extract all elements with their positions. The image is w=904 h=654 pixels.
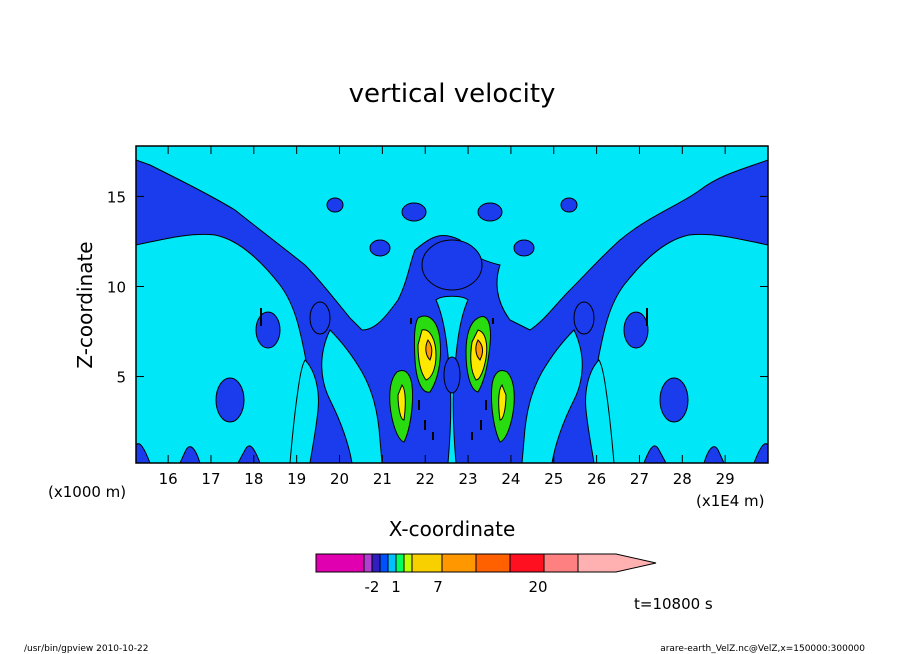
x-axis-label: X-coordinate — [389, 517, 516, 541]
colorbar-segment — [315, 553, 365, 573]
x-unit-right: (x1E4 m) — [696, 492, 765, 510]
y-tick-label: 15 — [107, 188, 126, 206]
colorbar-label: 7 — [433, 578, 443, 596]
x-tick-label: 17 — [201, 470, 220, 488]
y-tick-label: 5 — [116, 369, 126, 387]
negative-speckles — [260, 308, 648, 440]
x-tick-label: 22 — [416, 470, 435, 488]
x-tick-label: 16 — [159, 470, 178, 488]
colorbar-segment — [403, 553, 413, 573]
colorbar-segment — [395, 553, 405, 573]
colorbar-segment — [379, 553, 389, 573]
colorbar-segment — [475, 553, 511, 573]
y-tick-label: 10 — [107, 278, 126, 296]
x-axis: 16 17 18 19 20 21 22 23 24 25 26 27 28 29 — [159, 146, 735, 488]
colorbar-segment — [441, 553, 477, 573]
x-tick-label: 24 — [501, 470, 520, 488]
chart-title: vertical velocity — [349, 79, 556, 109]
x-tick-label: 28 — [673, 470, 692, 488]
x-tick-label: 26 — [587, 470, 606, 488]
colorbar-extend-max — [577, 553, 657, 573]
colorbar-segment — [543, 553, 579, 573]
x-tick-label: 27 — [630, 470, 649, 488]
colorbar-segment — [371, 553, 381, 573]
colorbar-label: -2 — [365, 578, 380, 596]
footer-left: /usr/bin/gpview 2010-10-22 — [24, 644, 148, 654]
x-tick-label: 20 — [330, 470, 349, 488]
footer-right: arare-earth_VelZ.nc@VelZ,x=150000:300000 — [660, 644, 865, 654]
colorbar-segment — [509, 553, 545, 573]
plot-frame — [135, 145, 769, 464]
y-axis-label: Z-coordinate — [73, 241, 97, 368]
colorbar — [315, 553, 657, 573]
colorbar-segment — [363, 553, 373, 573]
blue-islands — [215, 197, 689, 423]
plot-area — [135, 145, 769, 464]
x-tick-label: 19 — [287, 470, 306, 488]
time-label: t=10800 s — [634, 595, 713, 613]
x-tick-label: 29 — [716, 470, 735, 488]
x-unit-left: (x1000 m) — [48, 483, 126, 501]
x-tick-label: 18 — [244, 470, 263, 488]
x-tick-label: 25 — [544, 470, 563, 488]
colorbar-segment — [411, 553, 443, 573]
colorbar-label: 1 — [391, 578, 401, 596]
updrafts — [389, 315, 515, 443]
x-tick-label: 21 — [373, 470, 392, 488]
colorbar-segment — [387, 553, 397, 573]
colorbar-label: 20 — [528, 578, 547, 596]
colorbar-labels: -2 1 7 20 — [365, 578, 548, 596]
y-axis: 5 10 15 — [107, 188, 768, 387]
x-tick-label: 23 — [459, 470, 478, 488]
